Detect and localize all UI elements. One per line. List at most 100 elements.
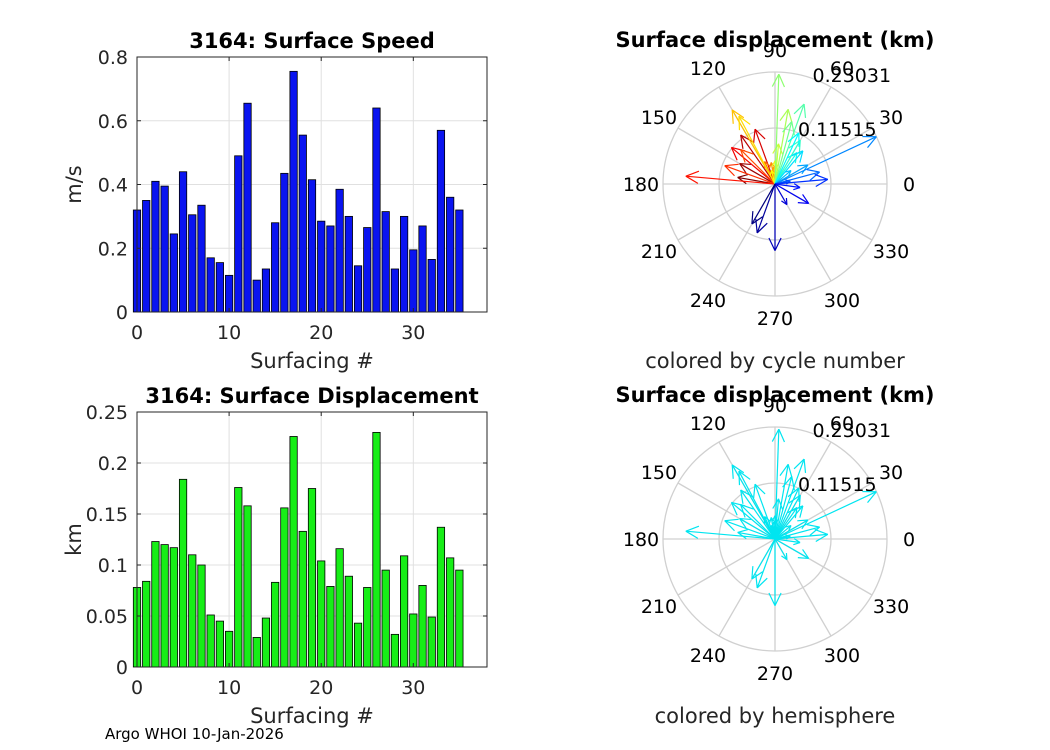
displacement-arrow: [774, 183, 809, 204]
arrow-head: [724, 163, 739, 167]
arrow-head: [791, 505, 804, 512]
angle-label: 60: [830, 58, 854, 80]
angle-label: 150: [641, 107, 677, 129]
arrow-head: [738, 470, 751, 480]
displacement-arrow: [774, 183, 801, 189]
bar: [178, 478, 188, 668]
x-tick-label: 0: [131, 677, 143, 699]
displacement-arrow: [738, 470, 776, 540]
arrow-head: [793, 103, 805, 115]
bar: [271, 222, 280, 313]
bar: [335, 188, 344, 313]
x-tick-label: 10: [217, 677, 241, 699]
bar: [160, 544, 169, 668]
ring-label: 0.11515: [798, 119, 877, 141]
y-tick-label: 0.2: [98, 453, 128, 475]
bar: [225, 274, 234, 313]
arrow-head: [787, 132, 800, 143]
bar: [390, 633, 399, 668]
bar: [363, 587, 372, 668]
arrow-head: [756, 577, 768, 589]
bar: [280, 507, 289, 668]
bar-chart-0: 0 10 20 30 0 0.2 0.4 0.6 0.8 3164: Surface Speed S…: [62, 29, 488, 373]
bar: [381, 569, 390, 668]
bar-chart-1: 0 10 20 30 0 0.05 0.1 0.15 0.2 0.25 3164: Surface …: [62, 384, 488, 728]
arrow-head: [774, 237, 782, 251]
displacement-arrow: [774, 74, 780, 185]
x-axis-label: Surfacing #: [250, 704, 374, 728]
displacement-arrow: [731, 501, 776, 540]
y-tick-label: 0.2: [98, 238, 128, 260]
arrow-head: [754, 483, 766, 495]
polar-caption: colored by hemisphere: [655, 704, 896, 728]
bar: [252, 637, 261, 668]
chart-title: 3164: Surface Speed: [189, 29, 435, 53]
bar: [243, 102, 252, 313]
arrow-head: [738, 115, 751, 125]
arrow-head: [738, 471, 741, 486]
arrow-head: [731, 109, 745, 119]
y-tick-label: 0: [116, 302, 128, 324]
bar: [169, 547, 178, 668]
arrow-head: [788, 525, 792, 532]
arrow-head: [769, 170, 772, 176]
arrow-head: [797, 164, 808, 167]
angle-label: 300: [824, 645, 860, 667]
displacement-arrow: [774, 464, 789, 540]
displacement-arrow: [774, 136, 877, 185]
angle-label: 90: [763, 395, 787, 417]
ring-label: 0.11515: [798, 474, 877, 496]
displacement-arrow: [774, 178, 828, 185]
arrow-head: [740, 149, 754, 155]
arrow-head: [779, 108, 789, 121]
arrow-head: [768, 162, 772, 169]
arrow-head: [771, 515, 776, 522]
bar: [151, 180, 160, 313]
arrow-head: [787, 487, 800, 498]
bar: [455, 569, 464, 668]
displacement-arrow: [774, 429, 780, 540]
ring-label: 0.23031: [813, 65, 892, 87]
arrow-head: [793, 186, 801, 191]
arrow-head: [737, 173, 749, 178]
arrow-head: [774, 592, 782, 606]
angle-label: 0: [903, 529, 915, 551]
axes-box: [136, 411, 488, 668]
polar-title: Surface displacement (km): [615, 383, 934, 407]
y-axis-label: m/s: [62, 165, 86, 203]
bar: [234, 487, 243, 668]
arrow-head: [770, 169, 776, 175]
displacement-arrow: [774, 538, 809, 559]
displacement-arrow: [724, 165, 776, 185]
bar: [188, 214, 197, 313]
polar-title: Surface displacement (km): [615, 28, 934, 52]
displacement-arrow: [739, 518, 776, 540]
x-tick-label: 10: [217, 322, 241, 344]
displacement-arrow: [751, 183, 776, 225]
arrow-head: [740, 504, 746, 518]
y-tick-label: 0.8: [98, 47, 128, 69]
bar: [215, 620, 224, 668]
y-tick-label: 0.4: [98, 175, 128, 197]
polar-chart-2: 0 30 60 90 120 150 180 210 240 270 300 330 0.11515 0.…: [615, 28, 934, 373]
displacement-arrow: [740, 134, 776, 185]
arrow-head: [740, 134, 744, 149]
arrow-head: [739, 518, 747, 529]
bar: [427, 616, 436, 668]
arrow-head: [803, 458, 807, 474]
y-tick-label: 0.15: [86, 504, 128, 526]
ring-label: 0.23031: [813, 420, 892, 442]
bar: [353, 622, 363, 668]
bar: [169, 233, 178, 313]
polar-spoke: [677, 183, 776, 241]
bar: [234, 155, 243, 313]
bar: [317, 560, 326, 668]
angle-label: 150: [641, 462, 677, 484]
angle-label: 90: [763, 40, 787, 62]
angle-label: 270: [757, 663, 793, 685]
arrow-head: [685, 530, 699, 539]
displacement-arrow: [770, 525, 776, 540]
arrow-head: [685, 170, 700, 177]
arrow-head: [768, 592, 776, 606]
